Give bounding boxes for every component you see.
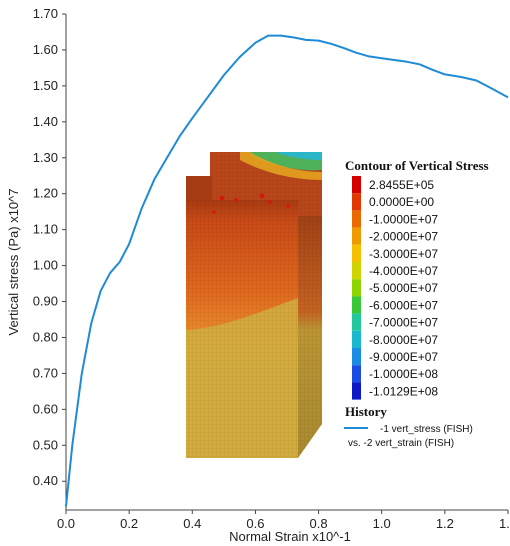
contour-swatch [352, 296, 361, 314]
specimen-speckle [286, 204, 290, 208]
x-tick-label: 0.2 [120, 516, 138, 531]
x-tick-label: 0.4 [183, 516, 201, 531]
contour-swatch [352, 227, 361, 245]
contour-swatch [352, 244, 361, 262]
y-tick-label: 0.60 [33, 401, 58, 416]
specimen-hot-spot-core [276, 152, 322, 160]
x-axis-title: Normal Strain x10^-1 [229, 529, 351, 544]
y-tick-label: 0.80 [33, 329, 58, 344]
contour-level-label: -6.0000E+07 [369, 298, 438, 312]
specimen-hot-spot-rim [240, 152, 322, 180]
specimen-side-mesh [298, 166, 322, 458]
x-tick-label: 0.6 [246, 516, 264, 531]
contour-level-label: 2.8455E+05 [369, 178, 434, 192]
y-axis-title: Vertical stress (Pa) x10^7 [6, 189, 21, 336]
specimen-speckle [212, 210, 216, 214]
history-series-vs-label: vs. -2 vert_strain (FISH) [348, 438, 454, 449]
contour-level-label: -2.0000E+07 [369, 230, 438, 244]
x-tick-labels: 0.0 0.2 0.4 0.6 0.8 1.0 1.2 1.4 [57, 510, 510, 531]
specimen-speckle [219, 195, 225, 201]
x-tick-label: 1.4 [499, 516, 510, 531]
y-tick-label: 1.30 [33, 150, 58, 165]
x-tick-label: 0.0 [57, 516, 75, 531]
contour-swatch [352, 382, 361, 400]
specimen-notch [186, 176, 212, 204]
series-layer [65, 34, 509, 507]
contour-swatches: 2.8455E+05 0.0000E+00 -1.0000E+07 -2.0000E+… [352, 176, 438, 400]
y-tick-label: 1.60 [33, 42, 58, 57]
contour-level-label: -5.0000E+07 [369, 281, 438, 295]
history-series-label: -1 vert_stress (FISH) [380, 424, 473, 435]
y-tick-label: 1.00 [33, 258, 58, 273]
y-tick-label: 0.90 [33, 294, 58, 309]
contour-swatch [352, 193, 361, 211]
contour-swatch [352, 210, 361, 228]
y-tick-labels: 0.40 0.50 0.60 0.70 0.80 0.90 1.00 1.10 1.20 1.30… [33, 6, 66, 488]
specimen-contour-image [186, 152, 322, 458]
contour-legend-title: Contour of Vertical Stress [345, 158, 489, 173]
contour-level-label: -7.0000E+07 [369, 316, 438, 330]
y-tick-label: 1.40 [33, 114, 58, 129]
contour-swatch [352, 313, 361, 331]
y-tick-label: 1.10 [33, 222, 58, 237]
contour-swatch [352, 176, 361, 194]
y-tick-label: 1.20 [33, 186, 58, 201]
specimen-yellow-mesh [186, 298, 298, 458]
y-tick-label: 1.70 [33, 6, 58, 21]
axes [65, 14, 508, 511]
specimen-speckle [268, 200, 272, 204]
contour-level-label: -4.0000E+07 [369, 264, 438, 278]
y-tick-label: 0.40 [33, 473, 58, 488]
contour-level-label: -8.0000E+07 [369, 333, 438, 347]
contour-level-label: -9.0000E+07 [369, 350, 438, 364]
specimen-speckle [259, 193, 265, 199]
series-line [65, 34, 509, 507]
contour-level-label: -1.0000E+07 [369, 212, 438, 226]
y-tick-label: 1.50 [33, 78, 58, 93]
contour-swatch [352, 279, 361, 297]
contour-level-label: -1.0129E+08 [369, 384, 438, 398]
contour-swatch [352, 365, 361, 383]
y-tick-label: 0.70 [33, 365, 58, 380]
contour-swatch [352, 348, 361, 366]
specimen-speckle [234, 198, 238, 202]
history-legend-title: History [345, 404, 387, 419]
x-tick-label: 1.0 [373, 516, 391, 531]
contour-swatch [352, 262, 361, 280]
contour-level-label: -1.0000E+08 [369, 367, 438, 381]
legend: Contour of Vertical Stress 2.8455E+05 0.0… [344, 158, 489, 449]
contour-level-label: -3.0000E+07 [369, 247, 438, 261]
contour-level-label: 0.0000E+00 [369, 195, 434, 209]
x-tick-label: 1.2 [436, 516, 454, 531]
y-tick-label: 0.50 [33, 437, 58, 452]
x-tick-label: 0.8 [310, 516, 328, 531]
contour-swatch [352, 330, 361, 348]
